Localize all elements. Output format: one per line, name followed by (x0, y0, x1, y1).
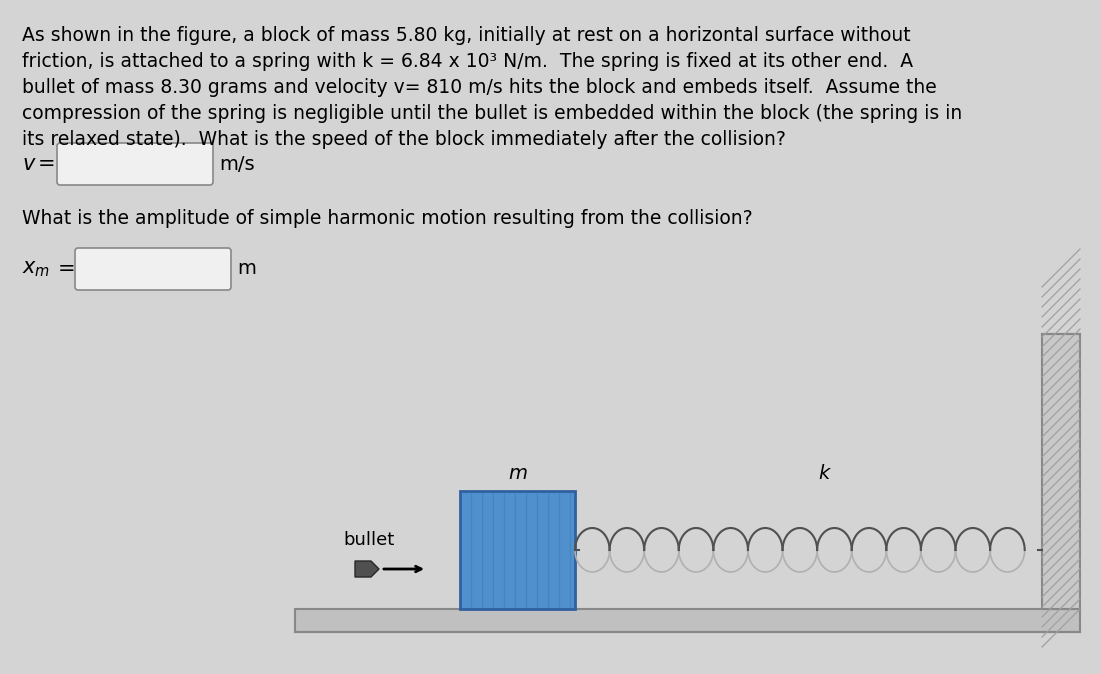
Text: =: = (58, 259, 76, 279)
Text: $x_m$: $x_m$ (22, 259, 51, 279)
Text: compression of the spring is negligible until the bullet is embedded within the : compression of the spring is negligible … (22, 104, 962, 123)
Text: friction, is attached to a spring with k = 6.84 x 10³ N/m.  The spring is fixed : friction, is attached to a spring with k… (22, 52, 913, 71)
Text: What is the amplitude of simple harmonic motion resulting from the collision?: What is the amplitude of simple harmonic… (22, 210, 753, 228)
FancyBboxPatch shape (57, 143, 212, 185)
Text: k: k (818, 464, 829, 483)
Bar (1042, 334, 1080, 609)
Text: bullet of mass 8.30 grams and velocity v= 810 m/s hits the block and embeds itse: bullet of mass 8.30 grams and velocity v… (22, 78, 937, 97)
Text: m: m (508, 464, 527, 483)
Bar (460, 491, 575, 609)
Text: its relaxed state).  What is the speed of the block immediately after the collis: its relaxed state). What is the speed of… (22, 130, 786, 149)
Bar (295, 609, 1080, 632)
Text: $v$: $v$ (22, 154, 36, 174)
Text: bullet: bullet (344, 531, 394, 549)
Polygon shape (355, 561, 379, 577)
FancyBboxPatch shape (75, 248, 231, 290)
Text: m: m (237, 259, 255, 278)
Bar (1042, 334, 1080, 609)
Text: m/s: m/s (219, 154, 254, 173)
Text: =: = (39, 154, 56, 174)
Text: As shown in the figure, a block of mass 5.80 kg, initially at rest on a horizont: As shown in the figure, a block of mass … (22, 26, 911, 45)
